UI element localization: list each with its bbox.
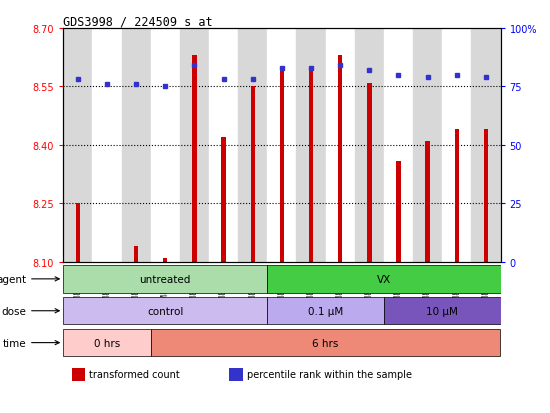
Bar	[134, 247, 138, 262]
Text: 0 hrs: 0 hrs	[94, 338, 120, 348]
Bar	[455, 130, 459, 262]
Bar	[151, 29, 180, 262]
Text: VX: VX	[377, 274, 391, 284]
Bar	[238, 29, 267, 262]
Bar	[442, 29, 471, 262]
Text: dose: dose	[1, 306, 59, 316]
Bar	[192, 56, 196, 262]
Bar	[355, 29, 384, 262]
Text: transformed count: transformed count	[90, 370, 180, 380]
Bar	[267, 29, 296, 262]
Bar	[384, 29, 413, 262]
Bar	[426, 142, 430, 262]
Bar	[151, 329, 500, 356]
Text: GDS3998 / 224509_s_at: GDS3998 / 224509_s_at	[63, 15, 213, 28]
Bar	[384, 297, 500, 325]
Bar	[267, 297, 384, 325]
Text: control: control	[147, 306, 184, 316]
Text: agent: agent	[0, 274, 59, 284]
Bar	[63, 329, 151, 356]
Bar	[397, 161, 400, 262]
Bar	[63, 266, 267, 293]
Text: time: time	[2, 338, 59, 348]
Bar	[180, 29, 209, 262]
Text: 0.1 μM: 0.1 μM	[308, 306, 343, 316]
Bar	[63, 297, 267, 325]
Bar	[163, 259, 167, 262]
Bar	[309, 68, 313, 262]
Text: untreated: untreated	[140, 274, 191, 284]
Bar	[72, 368, 85, 381]
Bar	[229, 368, 243, 381]
Bar	[280, 68, 284, 262]
Bar	[122, 29, 151, 262]
Text: 6 hrs: 6 hrs	[312, 338, 339, 348]
Bar	[92, 29, 122, 262]
Bar	[63, 29, 92, 262]
Bar	[209, 29, 238, 262]
Bar	[471, 29, 500, 262]
Bar	[296, 29, 326, 262]
Bar	[251, 87, 255, 262]
Bar	[413, 29, 442, 262]
Bar	[222, 138, 225, 262]
Bar	[367, 83, 371, 262]
Text: percentile rank within the sample: percentile rank within the sample	[247, 370, 412, 380]
Bar	[267, 266, 500, 293]
Bar	[484, 130, 488, 262]
Bar	[338, 56, 342, 262]
Text: 10 μM: 10 μM	[426, 306, 458, 316]
Bar	[76, 204, 80, 262]
Bar	[326, 29, 355, 262]
